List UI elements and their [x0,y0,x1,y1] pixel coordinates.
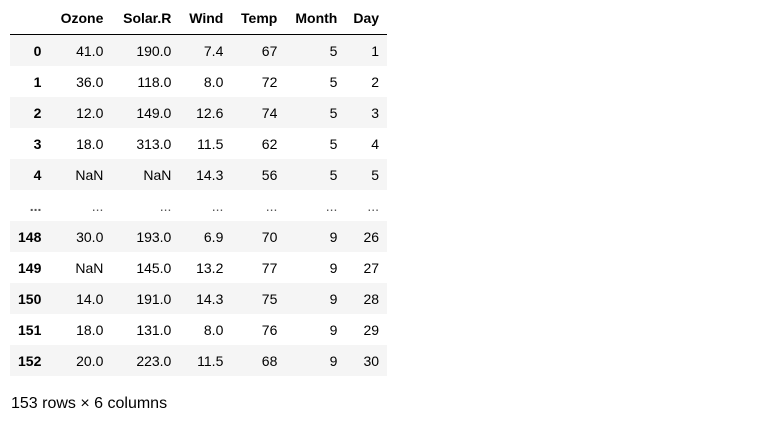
cell-month: 9 [329,259,338,276]
cell-day: 5 [371,166,380,183]
cell-ozone: NaN [75,259,104,276]
row-index: ... [29,197,42,214]
cell-day: 4 [371,135,380,152]
row-index: 152 [18,352,42,369]
cell-temp: 77 [261,259,278,276]
cell-ozone: 20.0 [76,352,104,369]
table-row: 0 41.0 190.0 7.4 67 5 1 [10,34,388,66]
cell-wind: 14.3 [196,290,224,307]
row-index: 2 [33,104,42,121]
cell-ozone: NaN [75,166,104,183]
cell-temp: 56 [261,166,278,183]
cell-temp: 70 [261,228,278,245]
header-row: Ozone Solar.R Wind Temp Month Day [10,2,388,35]
cell-month: 9 [329,228,338,245]
cell-day: 30 [363,352,380,369]
table-row: 152 20.0 223.0 11.5 68 9 30 [10,345,388,376]
cell-wind: ... [211,197,224,214]
cell-day: ... [367,197,380,214]
row-index: 1 [33,73,42,90]
cell-wind: 13.2 [196,259,224,276]
table-row: 1 36.0 118.0 8.0 72 5 2 [10,66,387,97]
cell-solar-r: 118.0 [137,73,172,90]
cell-solar-r: 190.0 [136,42,172,59]
cell-month: 9 [329,290,338,307]
cell-ozone: 18.0 [76,135,104,152]
cell-temp: 76 [261,321,278,338]
cell-month: 5 [329,166,338,183]
cell-day: 2 [371,73,380,90]
row-index: 4 [33,166,42,183]
cell-solar-r: ... [159,197,172,214]
cell-month: 5 [329,73,338,90]
table-row: 151 18.0 131.0 8.0 76 9 29 [10,314,387,345]
cell-solar-r: 145.0 [136,259,172,276]
cell-ozone: 41.0 [76,42,104,59]
cell-wind: 7.4 [203,42,224,59]
cell-temp: 62 [261,135,278,152]
cell-wind: 8.0 [203,73,224,90]
dataframe-shape-summary: 153 rows × 6 columns [11,395,168,412]
cell-solar-r: 191.0 [136,290,172,307]
header-temp: Temp [231,2,286,35]
cell-solar-r: 313.0 [136,135,172,152]
cell-ozone: 18.0 [76,321,104,338]
cell-ozone: 12.0 [76,104,104,121]
cell-wind: 11.5 [197,352,224,369]
cell-solar-r: 149.0 [136,104,172,121]
header-ozone: Ozone [49,2,112,35]
cell-wind: 11.5 [197,135,224,152]
row-index: 0 [33,42,42,59]
row-index: 148 [18,228,42,245]
cell-month: 5 [329,42,338,59]
cell-day: 26 [363,228,380,245]
cell-month: 9 [329,352,338,369]
header-month: Month [285,2,346,35]
cell-temp: 74 [261,104,278,121]
cell-day: 27 [363,259,380,276]
cell-month: ... [325,197,338,214]
cell-temp: 72 [261,73,278,90]
table-row: 150 14.0 191.0 14.3 75 9 28 [10,283,388,314]
cell-month: 5 [329,135,338,152]
cell-ozone: ... [91,197,104,214]
cell-wind: 6.9 [203,228,224,245]
cell-ozone: 14.0 [76,290,104,307]
cell-month: 9 [329,321,338,338]
cell-wind: 14.3 [196,166,224,183]
row-index: 149 [18,259,42,276]
table-row: 3 18.0 313.0 11.5 62 5 4 [10,128,387,159]
table-row-ellipsis: ... ... ... ... ... ... ... [10,190,387,221]
cell-day: 28 [363,290,380,307]
row-index: 151 [18,321,42,338]
cell-solar-r: 223.0 [136,352,172,369]
table-row: 149 NaN 145.0 13.2 77 9 27 [10,252,387,283]
cell-day: 3 [371,104,380,121]
cell-ozone: 36.0 [76,73,104,90]
cell-temp: ... [265,197,278,214]
cell-wind: 8.0 [203,321,224,338]
row-index: 3 [33,135,42,152]
header-day: Day [345,2,388,35]
cell-wind: 12.6 [196,104,224,121]
cell-day: 29 [363,321,380,338]
cell-solar-r: NaN [143,166,172,183]
header-solar-r: Solar.R [111,2,180,35]
header-wind: Wind [179,2,232,35]
header-index [10,2,50,35]
cell-solar-r: 131.0 [136,321,172,338]
cell-ozone: 30.0 [76,228,104,245]
cell-temp: 75 [261,290,278,307]
table-row: 2 12.0 149.0 12.6 74 5 3 [10,97,388,128]
table-row: 148 30.0 193.0 6.9 70 9 26 [10,221,388,252]
dataframe-table: Ozone Solar.R Wind Temp Month Day 0 41.0… [10,2,388,376]
cell-day: 1 [371,42,380,59]
cell-solar-r: 193.0 [136,228,172,245]
cell-month: 5 [329,104,338,121]
cell-temp: 68 [261,352,278,369]
table-row: 4 NaN NaN 14.3 56 5 5 [10,159,388,190]
row-index: 150 [18,290,42,307]
cell-temp: 67 [261,42,278,59]
